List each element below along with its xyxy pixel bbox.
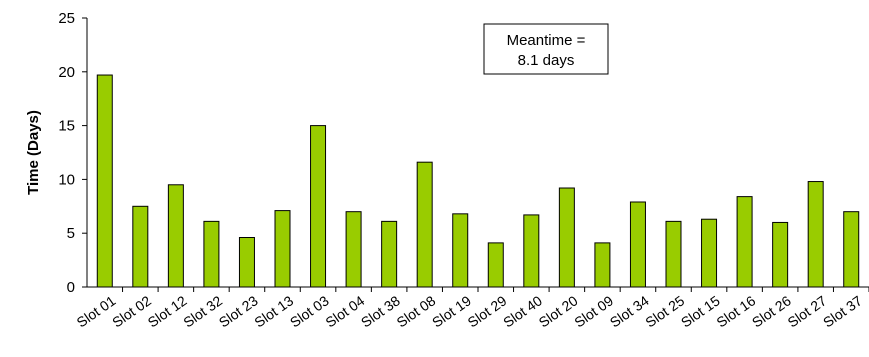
x-tick-label: Slot 02 — [109, 292, 154, 330]
y-axis-title: Time (Days) — [25, 110, 42, 195]
y-ticks: 0 5 10 15 20 25 — [58, 10, 87, 296]
x-tick-label: Slot 37 — [820, 292, 865, 330]
bar — [843, 211, 860, 288]
bar — [594, 242, 611, 288]
bar — [203, 220, 220, 288]
bar — [132, 205, 149, 288]
bar — [274, 210, 291, 288]
bar — [736, 196, 753, 288]
x-tick-label: Slot 38 — [358, 292, 403, 330]
annotation-line2: 8.1 days — [518, 52, 575, 69]
x-tick-label: Slot 08 — [394, 292, 439, 330]
x-tick-label: Slot 01 — [74, 292, 119, 330]
x-tick-label: Slot 04 — [322, 292, 367, 330]
y-tick-label: 15 — [58, 118, 75, 135]
x-tick-label: Slot 29 — [465, 292, 510, 330]
bar — [665, 220, 682, 288]
bar — [772, 221, 789, 288]
bar — [345, 211, 362, 288]
y-tick-label: 10 — [58, 171, 75, 188]
bar — [807, 181, 824, 288]
x-tick-label: Slot 20 — [536, 292, 581, 330]
bar — [523, 214, 540, 288]
x-tick-label: Slot 25 — [642, 292, 687, 330]
x-tick-label: Slot 15 — [678, 292, 723, 330]
bar — [381, 220, 398, 288]
x-tick-label: Slot 13 — [251, 292, 296, 330]
x-tick-label: Slot 34 — [607, 292, 652, 330]
annotation-box — [483, 23, 609, 75]
meantime-annotation: Meantime = 8.1 days — [483, 23, 609, 75]
bar — [167, 184, 184, 288]
x-tick-label: Slot 27 — [785, 292, 830, 330]
x-tick-label: Slot 23 — [216, 292, 261, 330]
bar — [452, 213, 469, 288]
bar — [701, 218, 718, 288]
bar — [238, 237, 255, 288]
bar — [96, 74, 113, 288]
bar — [310, 125, 327, 288]
bar — [487, 242, 504, 288]
y-tick-label: 20 — [58, 64, 75, 81]
x-tick-label: Slot 03 — [287, 292, 332, 330]
x-tick-label: Slot 32 — [180, 292, 225, 330]
x-tick-label: Slot 12 — [145, 292, 190, 330]
y-tick-label: 0 — [67, 279, 75, 296]
y-tick-label: 5 — [67, 225, 75, 242]
bars-layer — [96, 74, 860, 288]
x-ticks — [122, 287, 869, 292]
bar — [558, 187, 575, 288]
bar — [629, 201, 646, 288]
y-tick-label: 25 — [58, 10, 75, 27]
x-tick-label: Slot 26 — [749, 292, 794, 330]
x-tick-label: Slot 40 — [500, 292, 545, 330]
x-tick-label: Slot 19 — [429, 292, 474, 330]
bar — [416, 161, 433, 288]
annotation-line1: Meantime = — [507, 32, 586, 49]
x-tick-label: Slot 16 — [713, 292, 758, 330]
x-tick-label: Slot 09 — [571, 292, 616, 330]
